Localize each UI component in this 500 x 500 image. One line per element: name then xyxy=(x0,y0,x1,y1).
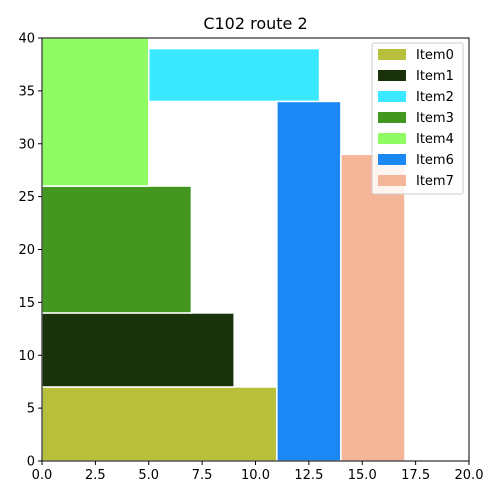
bar-item6 xyxy=(277,101,341,461)
legend-swatch-item7 xyxy=(378,175,406,186)
bar-item0 xyxy=(42,387,277,461)
legend-swatch-item4 xyxy=(378,133,406,144)
legend-label-item4: Item4 xyxy=(416,132,454,147)
bar-item7 xyxy=(341,154,405,461)
chart-title: C102 route 2 xyxy=(203,14,307,33)
x-tick-label: 0.0 xyxy=(32,468,53,483)
y-tick-label: 10 xyxy=(18,349,35,364)
y-tick-label: 30 xyxy=(18,137,35,152)
y-tick-label: 20 xyxy=(18,243,35,258)
legend: Item0 Item1 Item2 Item3 Item4 Item6 Item7 xyxy=(372,43,463,194)
legend-swatch-item0 xyxy=(378,49,406,60)
x-tick-label: 7.5 xyxy=(192,468,213,483)
x-tick-label: 10.0 xyxy=(241,468,270,483)
x-tick-label: 12.5 xyxy=(294,468,323,483)
x-tick-label: 2.5 xyxy=(85,468,106,483)
x-tick-label: 5.0 xyxy=(138,468,159,483)
legend-swatch-item1 xyxy=(378,70,406,81)
legend-label-item7: Item7 xyxy=(416,174,454,189)
x-tick-label: 15.0 xyxy=(348,468,377,483)
y-tick-label: 40 xyxy=(18,32,35,47)
y-tick-label: 0 xyxy=(27,455,35,470)
y-tick-label: 25 xyxy=(18,190,35,205)
legend-label-item2: Item2 xyxy=(416,90,454,105)
y-tick-label: 15 xyxy=(18,296,35,311)
legend-label-item0: Item0 xyxy=(416,48,454,63)
legend-label-item3: Item3 xyxy=(416,111,454,126)
legend-swatch-item3 xyxy=(378,112,406,123)
legend-label-item6: Item6 xyxy=(416,153,454,168)
y-tick-label: 35 xyxy=(18,84,35,99)
legend-swatch-item2 xyxy=(378,91,406,102)
legend-label-item1: Item1 xyxy=(416,69,454,84)
bar-item4 xyxy=(42,38,149,186)
y-tick-label: 5 xyxy=(27,402,35,417)
x-tick-label: 20.0 xyxy=(455,468,484,483)
bar-item3 xyxy=(42,186,191,313)
bar-item2 xyxy=(149,49,320,102)
x-tick-label: 17.5 xyxy=(401,468,430,483)
bar-item1 xyxy=(42,313,234,387)
legend-swatch-item6 xyxy=(378,154,406,165)
